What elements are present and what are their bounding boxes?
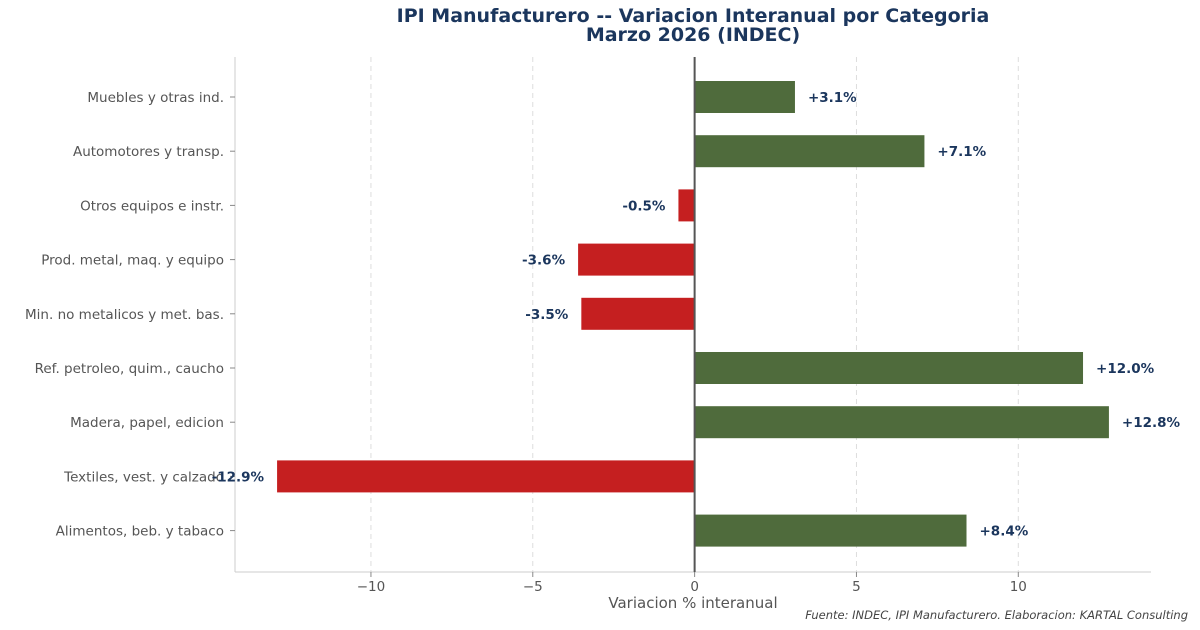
bar: [694, 406, 1109, 439]
category-label: Madera, papel, edicion: [70, 415, 224, 431]
x-tick-label: −5: [523, 579, 543, 595]
category-label: Textiles, vest. y calzado: [63, 469, 224, 485]
value-label: +3.1%: [808, 90, 857, 106]
bar: [694, 514, 967, 547]
source-note: Fuente: INDEC, IPI Manufacturero. Elabor…: [805, 608, 1188, 622]
bar: [581, 297, 695, 330]
bars: [277, 81, 1109, 547]
value-label: +7.1%: [937, 144, 986, 160]
bar: [694, 352, 1084, 384]
value-label: -3.5%: [525, 307, 569, 323]
value-label: +8.4%: [980, 524, 1029, 540]
category-label: Min. no metalicos y met. bas.: [25, 307, 224, 323]
x-tick-labels: −10 −5 0 5 10: [357, 572, 1027, 595]
category-label: Prod. metal, maq. y equipo: [41, 253, 224, 269]
value-labels: +3.1% +7.1% -0.5% -3.6% -3.5% +12.0% +12.8% -12…: [212, 90, 1181, 540]
value-label: +12.0%: [1096, 361, 1155, 377]
x-tick-label: 10: [1010, 579, 1027, 595]
bar: [694, 81, 795, 113]
value-label: -0.5%: [622, 198, 666, 214]
x-tick-label: −10: [357, 579, 386, 595]
category-label: Ref. petroleo, quim., caucho: [35, 361, 224, 377]
x-tick-label: 0: [690, 579, 699, 595]
value-label: -3.6%: [522, 253, 566, 269]
bar: [578, 243, 695, 276]
category-label: Muebles y otras ind.: [87, 90, 224, 106]
category-label: Alimentos, beb. y tabaco: [56, 524, 224, 540]
chart-subtitle: Marzo 2026 (INDEC): [586, 24, 800, 46]
value-label: +12.8%: [1122, 415, 1181, 431]
x-axis-title: Variacion % interanual: [608, 594, 777, 612]
value-label: -12.9%: [212, 469, 265, 485]
category-labels: Muebles y otras ind. Automotores y transp…: [25, 90, 235, 540]
bar: [694, 135, 925, 168]
plot-area: Muebles y otras ind. Automotores y transp…: [25, 57, 1181, 595]
category-label: Automotores y transp.: [73, 144, 224, 160]
x-tick-label: 5: [852, 579, 861, 595]
bar: [678, 189, 695, 222]
category-label: Otros equipos e instr.: [80, 198, 224, 214]
chart-title: IPI Manufacturero -- Variacion Interanua…: [397, 5, 990, 27]
bar: [277, 460, 695, 493]
